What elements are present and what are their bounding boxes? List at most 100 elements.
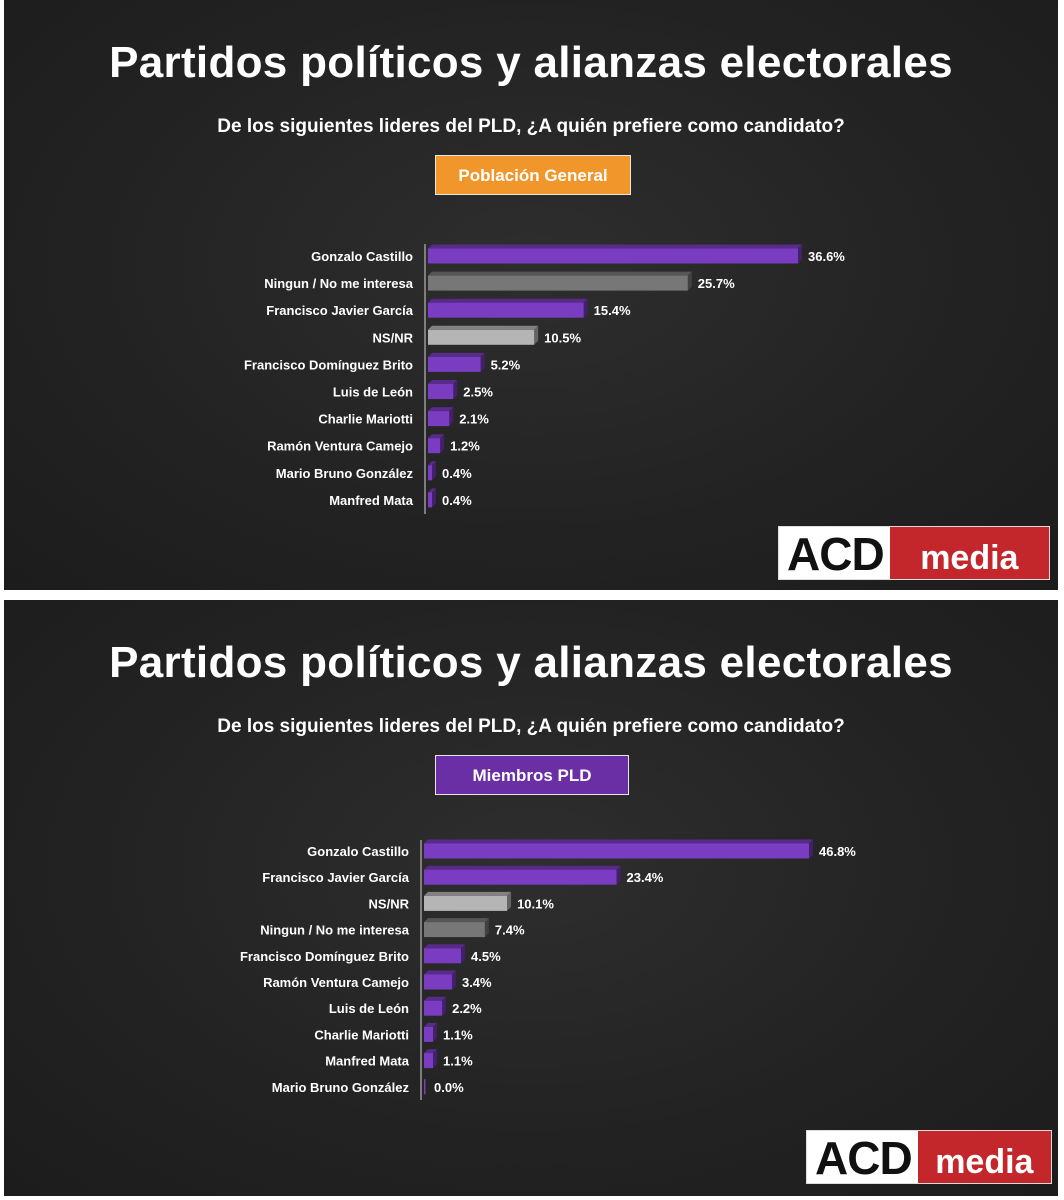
bar-top-face bbox=[428, 488, 437, 493]
bar-front-face bbox=[428, 492, 433, 508]
bar bbox=[428, 271, 692, 291]
value-label: 0.4% bbox=[442, 493, 472, 508]
bar-top-face bbox=[424, 891, 512, 896]
bar-side-face bbox=[451, 970, 456, 990]
bar-front-face bbox=[424, 948, 462, 964]
value-label: 10.1% bbox=[517, 896, 554, 911]
bar bbox=[428, 380, 458, 399]
group-badge: Población General bbox=[435, 155, 631, 195]
bar-front-face bbox=[428, 356, 481, 372]
bar-side-face bbox=[484, 918, 489, 938]
value-label: 3.4% bbox=[462, 975, 492, 990]
bar-side-face bbox=[534, 325, 539, 345]
category-label: Gonzalo Castillo bbox=[307, 844, 409, 859]
value-label: 2.1% bbox=[459, 412, 489, 427]
acd-media-logo: ACD media bbox=[778, 526, 1050, 580]
bar-top-face bbox=[424, 1049, 438, 1054]
bar-top-face bbox=[424, 1022, 438, 1027]
bar bbox=[424, 891, 512, 911]
value-label: 2.5% bbox=[463, 385, 493, 400]
value-label: 0.0% bbox=[434, 1080, 464, 1095]
bar-top-face bbox=[424, 944, 466, 949]
chart-panel-miembros-pld: Partidos políticos y alianzas electorale… bbox=[4, 600, 1058, 1196]
bar bbox=[424, 1022, 438, 1042]
bar-side-face bbox=[798, 244, 802, 264]
category-label: Francisco Domínguez Brito bbox=[244, 357, 413, 372]
group-badge: Miembros PLD bbox=[435, 755, 629, 795]
bar-top-face bbox=[424, 970, 456, 975]
bar-front-face bbox=[428, 438, 441, 454]
bar bbox=[424, 944, 466, 964]
bar-side-face bbox=[449, 407, 454, 427]
bar-side-face bbox=[507, 891, 512, 911]
bar-side-face bbox=[687, 271, 692, 291]
bar-front-face bbox=[424, 869, 617, 885]
logo-media-text: media bbox=[889, 527, 1049, 579]
category-label: NS/NR bbox=[369, 896, 410, 911]
bar-top-face bbox=[428, 271, 692, 276]
bar-top-face bbox=[428, 380, 458, 384]
bar-side-face bbox=[433, 1022, 438, 1042]
bar bbox=[424, 839, 813, 859]
value-label: 46.8% bbox=[819, 844, 856, 859]
chart-title: Partidos políticos y alianzas electorale… bbox=[109, 638, 953, 687]
bar-chart: Gonzalo Castillo 46.8% Francisco Javier Ga… bbox=[240, 839, 856, 1100]
bar bbox=[424, 970, 456, 990]
bar-top-face bbox=[428, 407, 454, 412]
bar bbox=[428, 244, 802, 264]
bar-front-face bbox=[428, 465, 433, 481]
category-label: Luis de León bbox=[333, 385, 413, 400]
bar-front-face bbox=[424, 843, 809, 859]
chart-subtitle: De los siguientes lideres del PLD, ¿A qu… bbox=[217, 716, 845, 737]
logo-media-text: media bbox=[917, 1131, 1051, 1183]
bar-side-face bbox=[442, 996, 447, 1016]
bar-side-face bbox=[809, 839, 813, 859]
category-label: Manfred Mata bbox=[325, 1054, 410, 1069]
bar-top-face bbox=[428, 325, 539, 330]
category-label: Luis de León bbox=[329, 1001, 409, 1016]
bar-front-face bbox=[428, 329, 535, 345]
bar-front-face bbox=[424, 1053, 434, 1069]
category-label: Gonzalo Castillo bbox=[311, 249, 413, 264]
chart-subtitle: De los siguientes lideres del PLD, ¿A qu… bbox=[217, 116, 845, 137]
bar bbox=[424, 918, 489, 938]
bar-front-face bbox=[424, 895, 508, 911]
category-label: Manfred Mata bbox=[329, 493, 414, 508]
bar-side-face bbox=[432, 461, 437, 481]
bar-side-face bbox=[583, 298, 588, 318]
bar-chart: Gonzalo Castillo 36.6% Ningun / No me inte… bbox=[244, 244, 845, 514]
bar-top-face bbox=[424, 839, 813, 844]
bar-front-face bbox=[424, 922, 485, 938]
value-label: 1.1% bbox=[443, 1054, 473, 1069]
value-label: 0.4% bbox=[442, 466, 472, 481]
value-label: 5.2% bbox=[491, 357, 521, 372]
bar bbox=[428, 488, 437, 508]
category-label: Francisco Javier García bbox=[262, 870, 409, 885]
acd-media-logo: ACD media bbox=[806, 1130, 1052, 1184]
value-label: 2.2% bbox=[452, 1001, 482, 1016]
category-label: Ramón Ventura Camejo bbox=[267, 439, 413, 454]
bar bbox=[428, 325, 539, 345]
bar bbox=[428, 298, 588, 318]
bar-front-face bbox=[428, 248, 798, 264]
bar-side-face bbox=[461, 944, 466, 964]
bar-side-face bbox=[453, 380, 458, 399]
bar-top-face bbox=[428, 352, 485, 357]
bar-side-face bbox=[433, 1049, 438, 1069]
bar-top-face bbox=[424, 996, 447, 1001]
bar-side-face bbox=[440, 434, 445, 454]
bar-front-face bbox=[424, 1026, 434, 1042]
value-label: 1.2% bbox=[450, 439, 480, 454]
bar-front-face bbox=[428, 302, 584, 318]
bar bbox=[428, 352, 485, 372]
logo-acd-text: ACD bbox=[779, 527, 890, 580]
bar-front-face bbox=[424, 974, 452, 990]
bar-front-face bbox=[428, 384, 454, 399]
bar-side-face bbox=[616, 865, 621, 885]
category-label: Mario Bruno González bbox=[276, 466, 414, 481]
category-label: Francisco Domínguez Brito bbox=[240, 949, 409, 964]
bar-side-face bbox=[432, 488, 437, 508]
value-label: 25.7% bbox=[698, 276, 735, 291]
value-label: 7.4% bbox=[495, 923, 525, 938]
category-label: Ramón Ventura Camejo bbox=[263, 975, 409, 990]
